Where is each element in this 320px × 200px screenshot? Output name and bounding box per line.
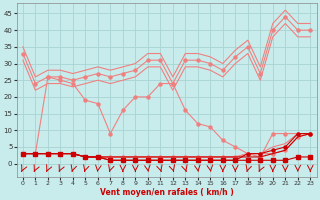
X-axis label: Vent moyen/en rafales ( km/h ): Vent moyen/en rafales ( km/h )	[100, 188, 234, 197]
